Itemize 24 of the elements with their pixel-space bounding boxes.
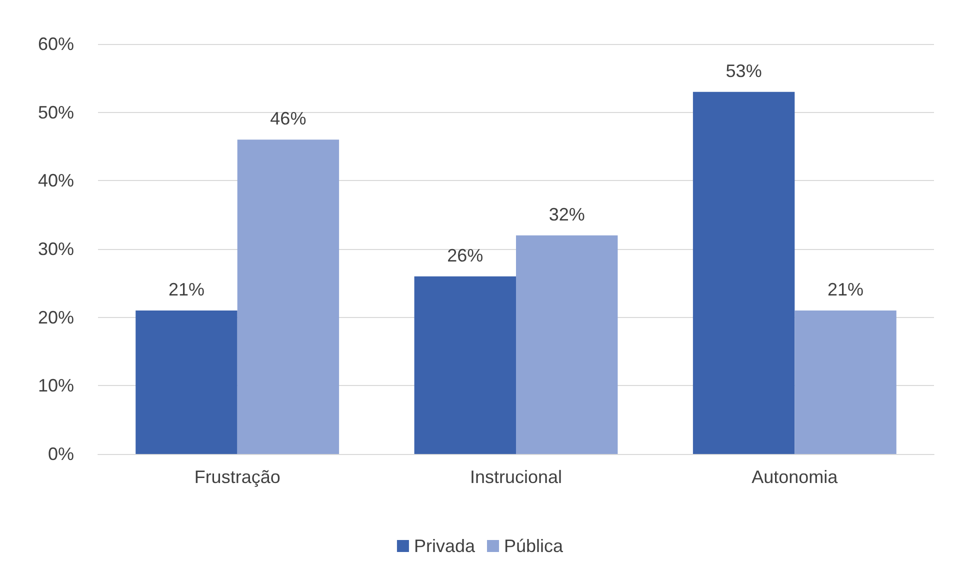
y-tick-label: 10% — [38, 376, 74, 396]
legend-label: Pública — [504, 536, 564, 556]
y-tick-label: 20% — [38, 307, 74, 328]
data-label: 21% — [168, 280, 204, 300]
bar — [414, 276, 516, 454]
y-tick-label: 0% — [48, 444, 74, 464]
y-tick-label: 40% — [38, 170, 74, 191]
bar — [516, 235, 618, 454]
y-tick-label: 30% — [38, 239, 74, 259]
data-label: 32% — [548, 204, 585, 224]
legend-label: Privada — [414, 536, 476, 556]
bar — [237, 140, 340, 454]
data-label: 21% — [828, 280, 864, 300]
x-tick-label: Instrucional — [470, 467, 562, 487]
data-label: 53% — [726, 60, 762, 81]
data-label: 26% — [447, 245, 484, 266]
x-tick-label: Frustração — [194, 467, 280, 487]
y-tick-label: 60% — [38, 34, 74, 54]
x-tick-label: Autonomia — [752, 467, 839, 487]
data-label: 46% — [270, 108, 306, 129]
y-tick-label: 50% — [38, 102, 74, 122]
bar — [136, 310, 238, 454]
bar — [794, 310, 896, 454]
bar — [692, 92, 795, 454]
